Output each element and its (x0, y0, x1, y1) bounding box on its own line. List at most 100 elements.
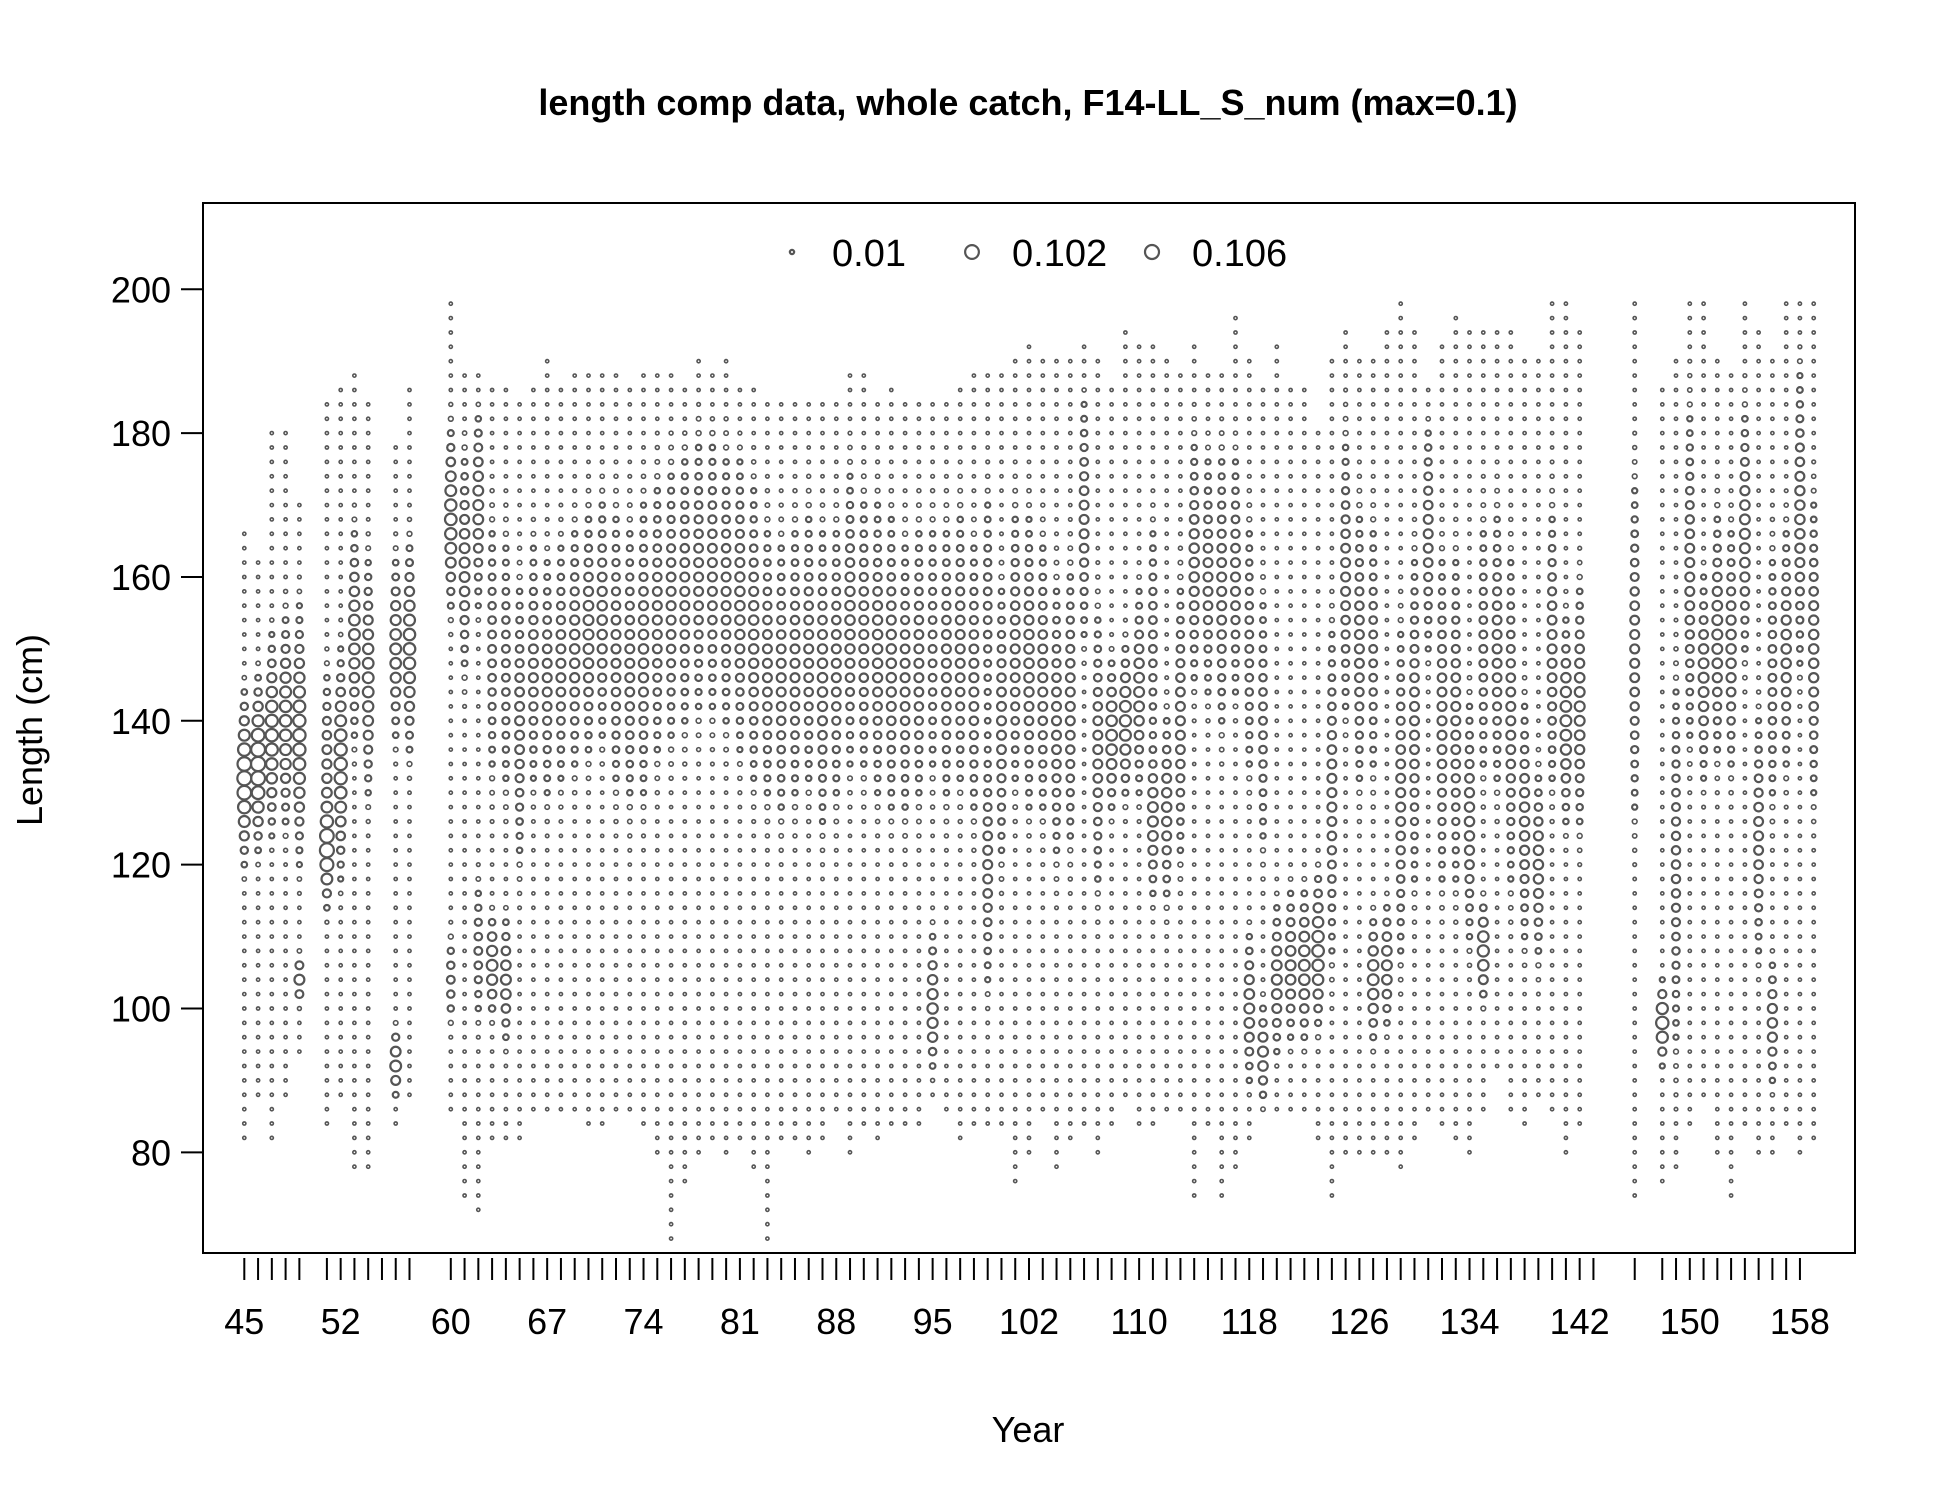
bubble-y76-len180 (668, 430, 674, 436)
bubble-y84-len160 (776, 572, 786, 582)
bubble-y100-len136 (996, 744, 1007, 756)
bubble-y78-len106 (696, 962, 702, 968)
bubble-y80-len98 (723, 1020, 729, 1026)
bubble-y74-len164 (638, 543, 649, 553)
bubble-y80-len164 (720, 542, 732, 554)
bubble-y54-len98 (365, 1020, 371, 1026)
bubble-y62-len128 (475, 804, 481, 810)
bubble-y90-len124 (861, 833, 867, 839)
bubble-y53-len136 (351, 746, 358, 753)
bubble-y47-len138 (264, 727, 280, 743)
bubble-y60-len100 (446, 1004, 456, 1013)
bubble-y65-len164 (516, 545, 523, 551)
bubble-y73-len174 (627, 473, 633, 479)
bubble-y72-len148 (610, 657, 622, 669)
bubble-y54-len174 (365, 473, 371, 479)
bubble-y66-len116 (531, 891, 536, 896)
bubble-y56-len148 (389, 656, 403, 670)
bubble-y56-len150 (389, 642, 403, 656)
bubble-y76-len178 (668, 444, 675, 451)
bubble-y51-len142 (322, 701, 332, 712)
bubble-y89-len96 (847, 1034, 853, 1040)
bubble-y69-len100 (572, 1006, 578, 1011)
bubble-y80-len90 (723, 1078, 729, 1083)
bubble-y91-len144 (872, 686, 884, 698)
bubble-y78-len130 (696, 790, 702, 796)
bubble-y91-len176 (874, 459, 881, 465)
bubble-y53-len126 (351, 819, 357, 824)
bubble-y49-len130 (293, 786, 306, 799)
bubble-y67-len140 (542, 715, 553, 727)
bubble-y52-len118 (337, 875, 345, 883)
bubble-y74-len104 (641, 977, 646, 983)
bubble-y77-len98 (682, 1020, 688, 1026)
bubble-y87-len94 (820, 1049, 825, 1055)
bubble-y99-len160 (982, 572, 993, 582)
bubble-y88-len134 (831, 759, 841, 769)
bubble-y84-len102 (778, 991, 784, 997)
bubble-y71-len182 (599, 416, 605, 422)
bubble-y68-len148 (555, 657, 567, 669)
bubble-y51-len90 (324, 1078, 330, 1083)
bubble-y67-len102 (544, 991, 550, 997)
bubble-y95-len166 (928, 530, 937, 538)
bubble-y64-len142 (501, 701, 511, 712)
bubble-y95-len152 (927, 629, 938, 640)
bubble-y89-len150 (844, 643, 856, 655)
bubble-y47-len140 (264, 713, 279, 728)
bubble-y83-len82 (765, 1135, 770, 1141)
bubble-y60-len190 (448, 358, 454, 364)
bubble-y93-len152 (899, 629, 911, 640)
bubble-y97-len162 (955, 557, 965, 568)
bubble-y88-len102 (833, 991, 839, 997)
bubble-y54-len160 (363, 572, 373, 582)
bubble-y71-len170 (598, 501, 606, 509)
bubble-y64-len126 (503, 818, 509, 825)
bubble-y98-len124 (970, 832, 977, 839)
bubble-y93-len128 (901, 803, 909, 811)
bubble-y74-len148 (637, 657, 650, 670)
bubble-y72-len114 (613, 905, 619, 911)
bubble-y52-len120 (336, 860, 345, 869)
bubble-y60-len132 (448, 775, 454, 781)
bubble-y62-len182 (474, 414, 483, 423)
bubble-y76-len88 (668, 1092, 674, 1098)
bubble-y72-len132 (612, 774, 620, 783)
bubble-y62-len76 (475, 1178, 481, 1184)
bubble-y88-len130 (832, 788, 841, 797)
bubble-y73-len88 (627, 1092, 633, 1098)
bubble-y76-len174 (667, 472, 675, 481)
bubble-y75-len110 (654, 934, 660, 940)
bubble-y57-len164 (405, 544, 414, 553)
bubble-y96-len170 (943, 502, 950, 509)
bubble-y53-len130 (351, 790, 357, 796)
bubble-y65-len114 (517, 905, 523, 911)
bubble-y51-len150 (324, 646, 330, 652)
bubble-y65-len156 (515, 601, 524, 610)
bubble-y88-len140 (831, 715, 842, 726)
bubble-y75-len148 (651, 657, 663, 669)
bubble-y93-len144 (899, 686, 911, 698)
bubble-y101-len80 (1012, 1149, 1018, 1155)
bubble-y64-len168 (502, 516, 509, 523)
bubble-y48-len126 (281, 817, 290, 826)
bubble-y88-len152 (830, 629, 842, 640)
bubble-y54-len178 (365, 445, 371, 450)
bubble-y92-len162 (886, 558, 896, 568)
bubble-y88-len154 (830, 614, 842, 626)
bubble-y93-len164 (901, 544, 909, 553)
bubble-y45-len108 (241, 948, 247, 954)
bubble-y63-len156 (487, 600, 497, 611)
bubble-y99-len130 (982, 787, 993, 798)
bubble-y63-len132 (488, 775, 496, 782)
bubble-y82-len154 (747, 614, 760, 626)
bubble-y90-len178 (861, 444, 867, 451)
bubble-y60-len114 (448, 905, 454, 911)
bubble-y79-len92 (710, 1063, 715, 1069)
bubble-y101-len182 (1012, 416, 1018, 422)
bubble-y66-len158 (528, 586, 539, 597)
bubble-y93-len176 (902, 459, 908, 465)
bubble-y72-len94 (613, 1049, 619, 1055)
bubble-y95-len146 (927, 672, 938, 683)
bubble-y82-len142 (748, 701, 759, 712)
